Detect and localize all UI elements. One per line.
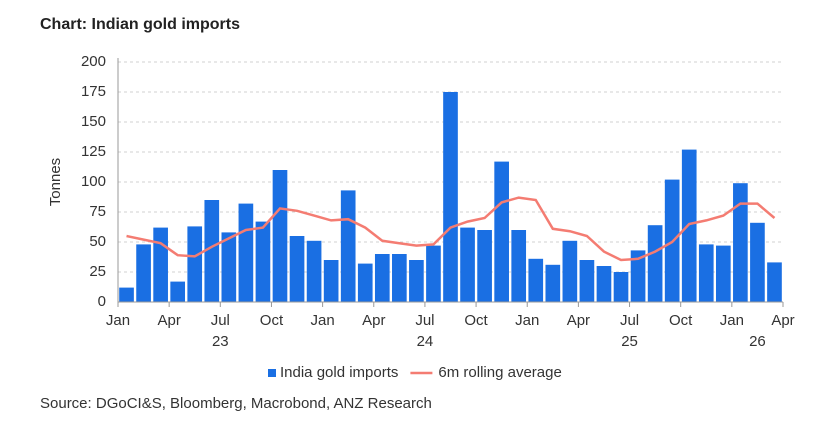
- bar: [340, 190, 356, 302]
- bar: [392, 254, 407, 302]
- bar: [323, 260, 339, 302]
- bar: [289, 236, 305, 302]
- bar: [238, 203, 254, 302]
- x-tick-label: Apr: [771, 312, 794, 329]
- bar: [511, 230, 527, 302]
- bar: [562, 240, 578, 302]
- year-label: 24: [417, 333, 434, 350]
- bar: [272, 170, 288, 302]
- x-tick-label: Apr: [567, 312, 590, 329]
- bar: [596, 266, 612, 302]
- source: Source: DGoCI&S, Bloomberg, Macrobond, A…: [40, 395, 432, 412]
- bar: [767, 262, 782, 302]
- y-tick-label: 50: [89, 233, 106, 250]
- y-tick-label: 175: [81, 83, 106, 100]
- bar: [204, 200, 220, 302]
- bar: [579, 260, 595, 302]
- bar: [750, 222, 765, 302]
- bar: [698, 244, 714, 302]
- x-tick-label: Jul: [620, 312, 639, 329]
- bar: [306, 240, 322, 302]
- y-tick-label: 150: [81, 113, 106, 130]
- x-tick-label: Jan: [720, 312, 744, 329]
- bar: [613, 272, 629, 302]
- bar: [119, 287, 134, 302]
- x-tick-label: Jul: [211, 312, 230, 329]
- year-label: 25: [621, 333, 638, 350]
- bar: [647, 225, 663, 302]
- bar: [545, 264, 561, 302]
- year-label: 26: [749, 333, 766, 350]
- x-tick-label: Jul: [415, 312, 434, 329]
- x-tick-label: Jan: [311, 312, 335, 329]
- y-tick-label: 200: [81, 53, 106, 70]
- bar: [374, 254, 390, 302]
- x-tick-label: Apr: [157, 312, 180, 329]
- bar: [153, 227, 168, 302]
- y-tick-label: 0: [98, 293, 106, 310]
- bar: [494, 161, 509, 302]
- year-label: 23: [212, 333, 229, 350]
- x-tick-label: Jan: [106, 312, 130, 329]
- bar: [187, 226, 203, 302]
- bar: [460, 227, 475, 302]
- bar: [409, 260, 424, 302]
- bar: [528, 258, 544, 302]
- y-tick-label: 125: [81, 143, 106, 160]
- y-tick-label: 100: [81, 173, 106, 190]
- bar: [477, 230, 492, 302]
- legend-label: 6m rolling average: [438, 364, 561, 381]
- chart-title: Chart: Indian gold imports: [40, 16, 240, 33]
- x-tick-label: Oct: [260, 312, 284, 329]
- x-tick-label: Oct: [464, 312, 488, 329]
- legend-swatch: [268, 369, 276, 377]
- x-tick-label: Apr: [362, 312, 385, 329]
- line: [126, 196, 776, 262]
- bar: [715, 245, 731, 302]
- y-tick-label: 25: [89, 263, 106, 280]
- x-tick-label: Jan: [515, 312, 539, 329]
- bar: [136, 244, 151, 302]
- bar: [170, 281, 186, 302]
- legend-label: India gold imports: [280, 364, 398, 381]
- bar: [733, 183, 748, 302]
- bar: [426, 245, 441, 302]
- bar: [630, 250, 646, 302]
- y-tick-label: 75: [89, 203, 106, 220]
- bar: [443, 92, 458, 302]
- y-axis-label: Tonnes: [47, 158, 64, 206]
- bar: [357, 263, 373, 302]
- bar: [221, 232, 237, 302]
- x-tick-label: Oct: [669, 312, 693, 329]
- bar: [255, 221, 271, 302]
